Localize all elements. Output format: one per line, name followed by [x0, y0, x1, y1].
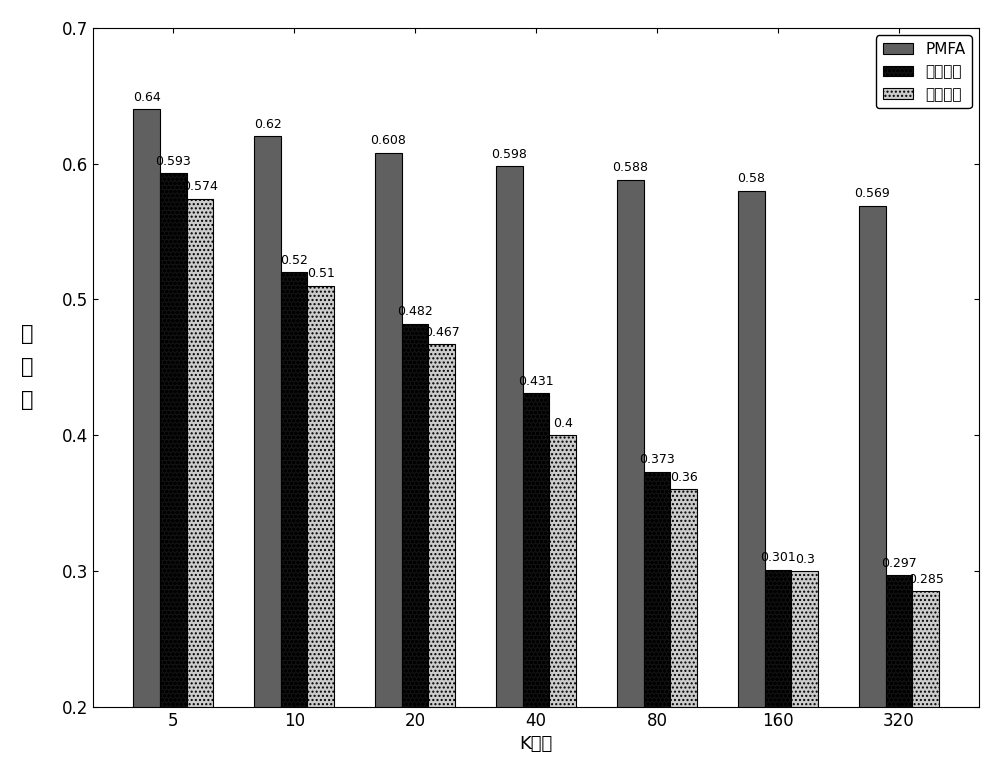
Text: 0.482: 0.482: [397, 306, 433, 318]
Bar: [912, 591, 939, 774]
Y-axis label: 多
样
性: 多 样 性: [21, 324, 33, 410]
Text: 0.4: 0.4: [553, 416, 573, 430]
Text: 0.467: 0.467: [424, 326, 460, 339]
Text: 0.36: 0.36: [670, 471, 698, 484]
Bar: [859, 206, 886, 774]
Text: 0.58: 0.58: [737, 173, 765, 185]
Bar: [375, 152, 402, 774]
Text: 0.297: 0.297: [881, 557, 917, 570]
Bar: [254, 136, 281, 774]
Text: 0.574: 0.574: [182, 180, 218, 194]
X-axis label: K近邻: K近邻: [519, 735, 553, 753]
Text: 0.608: 0.608: [371, 135, 406, 147]
Text: 0.52: 0.52: [280, 254, 308, 267]
Text: 0.431: 0.431: [518, 375, 554, 388]
Bar: [644, 472, 670, 774]
Bar: [187, 199, 213, 774]
Text: 0.64: 0.64: [133, 91, 161, 104]
Bar: [428, 344, 455, 774]
Bar: [670, 489, 697, 774]
Bar: [549, 435, 576, 774]
Bar: [281, 272, 307, 774]
Bar: [523, 393, 549, 774]
Text: 0.3: 0.3: [795, 553, 815, 566]
Text: 0.373: 0.373: [639, 454, 675, 467]
Bar: [738, 190, 765, 774]
Bar: [133, 109, 160, 774]
Bar: [402, 324, 428, 774]
Bar: [307, 286, 334, 774]
Text: 0.285: 0.285: [908, 573, 944, 586]
Legend: PMFA, 协同过滤, 基于内容: PMFA, 协同过滤, 基于内容: [876, 36, 972, 108]
Bar: [160, 173, 187, 774]
Text: 0.569: 0.569: [854, 187, 890, 200]
Bar: [496, 166, 523, 774]
Bar: [886, 575, 912, 774]
Text: 0.598: 0.598: [492, 148, 527, 161]
Text: 0.62: 0.62: [254, 118, 281, 131]
Text: 0.588: 0.588: [612, 162, 648, 174]
Bar: [765, 570, 791, 774]
Text: 0.301: 0.301: [760, 551, 796, 564]
Text: 0.51: 0.51: [307, 267, 335, 280]
Text: 0.593: 0.593: [155, 155, 191, 168]
Bar: [617, 180, 644, 774]
Bar: [791, 571, 818, 774]
